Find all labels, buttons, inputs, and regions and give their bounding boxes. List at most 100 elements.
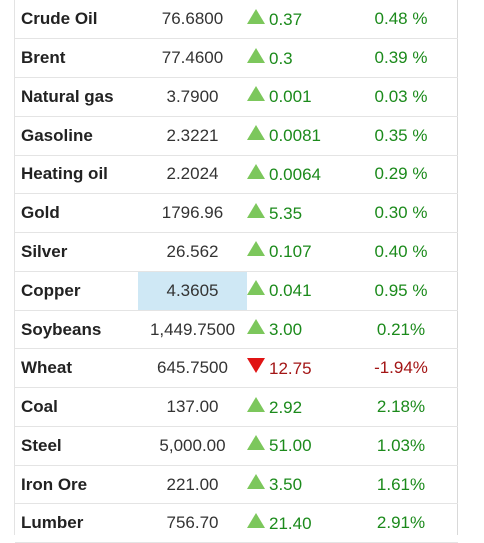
commodity-change: 12.75: [269, 358, 312, 378]
up-triangle-icon: [247, 512, 265, 528]
commodity-price: 221.00: [138, 464, 247, 505]
commodity-percent-change: 0.48 %: [358, 0, 458, 40]
commodity-change: 0.0081: [269, 126, 321, 146]
commodity-change: 0.001: [269, 87, 312, 107]
commodity-row-silver[interactable]: Silver 26.562 0.107 0.40 %: [15, 232, 458, 272]
commodity-price: 1796.96: [138, 193, 247, 234]
up-triangle-icon: [247, 474, 265, 490]
commodity-name[interactable]: Silver: [15, 232, 138, 272]
commodity-percent-change: 0.40 %: [358, 232, 458, 272]
commodity-price: 76.6800: [138, 0, 247, 40]
up-triangle-icon: [247, 125, 265, 141]
commodity-row-soybeans[interactable]: Soybeans 1,449.7500 3.00 0.21%: [15, 310, 458, 350]
commodity-change-cell: 0.041: [247, 271, 358, 311]
commodity-percent-change: 2.18%: [358, 387, 458, 427]
commodity-price: 2.3221: [138, 115, 247, 156]
commodity-name[interactable]: Iron Ore: [15, 464, 138, 505]
up-triangle-icon: [247, 163, 265, 179]
commodity-name[interactable]: Gold: [15, 193, 138, 234]
commodity-change-cell: 2.92: [247, 387, 358, 427]
up-triangle-icon: [247, 396, 265, 412]
commodity-change-cell: 0.37: [247, 0, 358, 40]
commodity-row-steel[interactable]: Steel 5,000.00 51.00 1.03%: [15, 426, 458, 466]
commodity-name[interactable]: Heating oil: [15, 154, 138, 195]
commodity-row-natural-gas[interactable]: Natural gas 3.7900 0.001 0.03 %: [15, 77, 458, 117]
up-triangle-icon: [247, 319, 265, 334]
commodity-price: 4.3605: [138, 271, 247, 311]
commodity-name[interactable]: Coal: [15, 387, 138, 427]
commodity-price: 77.4600: [138, 38, 247, 79]
commodity-change-cell: 21.40: [247, 503, 358, 543]
commodities-table: Crude Oil 76.6800 0.37 0.48 % Brent 77.4…: [15, 0, 458, 543]
commodity-percent-change: 0.21%: [358, 310, 458, 350]
commodity-name[interactable]: Gasoline: [15, 115, 138, 156]
commodity-change-cell: 0.3: [247, 38, 358, 79]
commodity-row-crude-oil[interactable]: Crude Oil 76.6800 0.37 0.48 %: [15, 0, 458, 40]
commodity-row-gasoline[interactable]: Gasoline 2.3221 0.0081 0.35 %: [15, 115, 458, 156]
commodity-price: 756.70: [138, 503, 247, 543]
commodity-change: 3.00: [269, 320, 303, 339]
commodity-change-cell: 12.75: [247, 348, 358, 389]
commodity-change: 21.40: [269, 513, 312, 533]
commodity-price: 1,449.7500: [138, 310, 247, 350]
commodity-percent-change: 0.35 %: [358, 115, 458, 156]
commodity-change-cell: 0.0064: [247, 154, 358, 195]
commodity-change-cell: 3.50: [247, 464, 358, 505]
commodity-name[interactable]: Natural gas: [15, 77, 138, 117]
up-triangle-icon: [247, 202, 265, 218]
commodity-row-iron-ore[interactable]: Iron Ore 221.00 3.50 1.61%: [15, 464, 458, 505]
commodity-price: 26.562: [138, 232, 247, 272]
up-triangle-icon: [247, 47, 265, 63]
commodity-change: 3.50: [269, 475, 303, 495]
commodities-table-body: Crude Oil 76.6800 0.37 0.48 % Brent 77.4…: [15, 0, 458, 543]
commodity-row-lumber[interactable]: Lumber 756.70 21.40 2.91%: [15, 503, 458, 543]
up-triangle-icon: [247, 241, 265, 257]
commodity-name[interactable]: Brent: [15, 38, 138, 79]
commodity-percent-change: -1.94%: [358, 348, 458, 389]
commodity-change-cell: 0.0081: [247, 115, 358, 156]
commodity-name[interactable]: Lumber: [15, 503, 138, 543]
commodity-change: 2.92: [269, 397, 303, 417]
commodity-name[interactable]: Copper: [15, 271, 138, 311]
commodity-price: 3.7900: [138, 77, 247, 117]
up-triangle-icon: [247, 435, 265, 451]
commodity-change: 0.3: [269, 48, 293, 68]
commodity-change: 0.37: [269, 9, 303, 29]
commodity-percent-change: 0.29 %: [358, 154, 458, 195]
commodity-percent-change: 0.95 %: [358, 271, 458, 311]
commodity-change-cell: 5.35: [247, 193, 358, 234]
commodity-price: 137.00: [138, 387, 247, 427]
commodity-change-cell: 3.00: [247, 310, 358, 350]
commodity-percent-change: 1.61%: [358, 464, 458, 505]
commodity-change: 5.35: [269, 203, 303, 223]
commodity-row-gold[interactable]: Gold 1796.96 5.35 0.30 %: [15, 193, 458, 234]
commodity-row-wheat[interactable]: Wheat 645.7500 12.75 -1.94%: [15, 348, 458, 389]
commodity-percent-change: 0.03 %: [358, 77, 458, 117]
commodity-row-heating-oil[interactable]: Heating oil 2.2024 0.0064 0.29 %: [15, 154, 458, 195]
commodity-change-cell: 0.107: [247, 232, 358, 272]
commodity-row-copper[interactable]: Copper 4.3605 0.041 0.95 %: [15, 271, 458, 311]
commodity-percent-change: 1.03%: [358, 426, 458, 466]
commodity-change-cell: 0.001: [247, 77, 358, 117]
commodity-percent-change: 0.39 %: [358, 38, 458, 79]
commodity-price: 645.7500: [138, 348, 247, 389]
commodity-price: 5,000.00: [138, 426, 247, 466]
up-triangle-icon: [247, 8, 265, 24]
commodity-percent-change: 0.30 %: [358, 193, 458, 234]
commodity-name[interactable]: Crude Oil: [15, 0, 138, 40]
commodity-change: 51.00: [269, 436, 312, 456]
commodity-name[interactable]: Soybeans: [15, 310, 138, 350]
commodity-row-coal[interactable]: Coal 137.00 2.92 2.18%: [15, 387, 458, 427]
commodity-row-brent[interactable]: Brent 77.4600 0.3 0.39 %: [15, 38, 458, 79]
commodity-price: 2.2024: [138, 154, 247, 195]
commodities-panel: Crude Oil 76.6800 0.37 0.48 % Brent 77.4…: [14, 0, 458, 543]
commodity-name[interactable]: Wheat: [15, 348, 138, 389]
panel-left-border: [14, 0, 15, 535]
commodity-change: 0.107: [269, 242, 312, 262]
commodity-change: 0.0064: [269, 164, 321, 184]
up-triangle-icon: [247, 86, 265, 102]
commodity-name[interactable]: Steel: [15, 426, 138, 466]
up-triangle-icon: [247, 280, 265, 296]
commodity-change: 0.041: [269, 281, 312, 301]
down-triangle-icon: [247, 357, 265, 373]
